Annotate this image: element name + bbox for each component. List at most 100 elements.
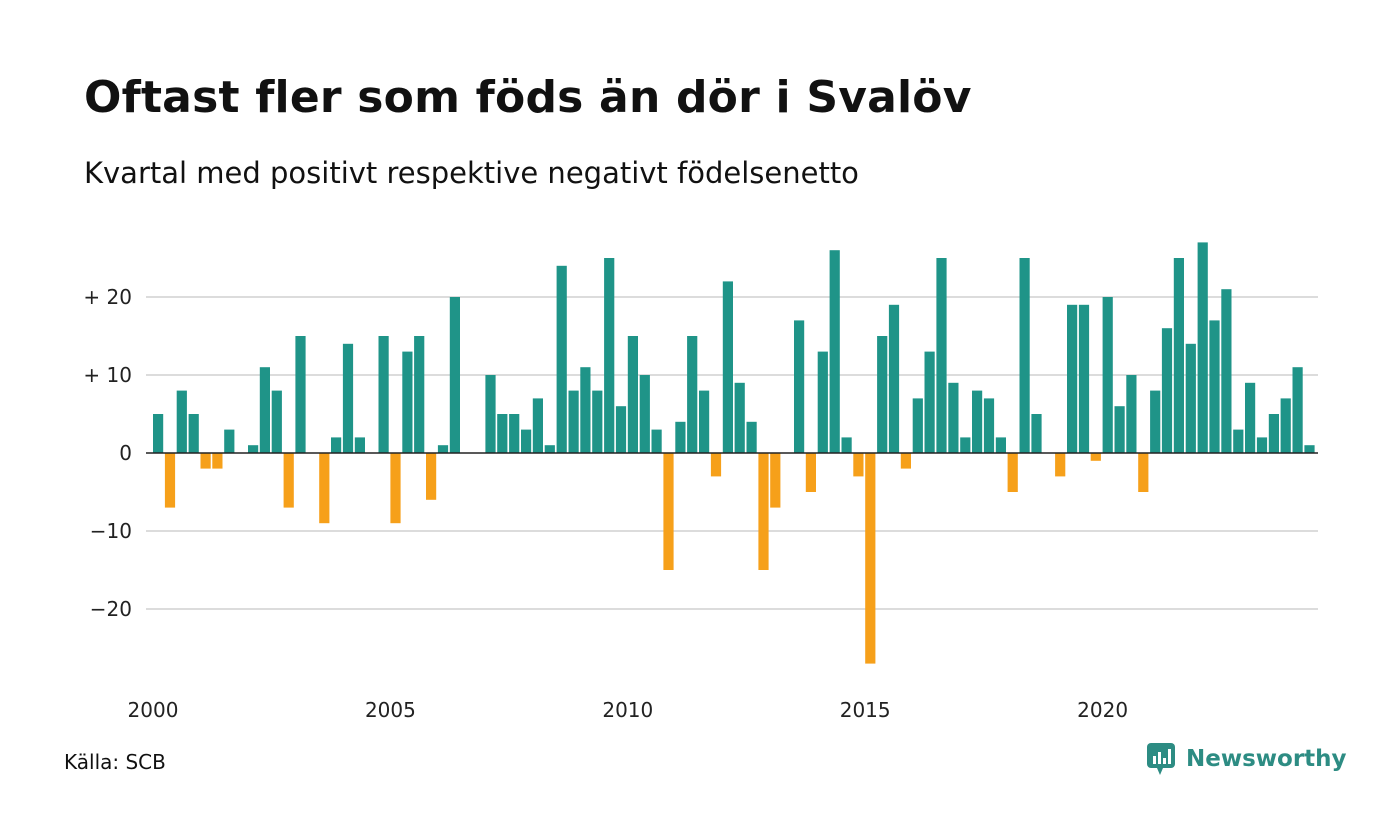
bar	[1268, 414, 1279, 453]
x-tick-label: 2000	[128, 698, 179, 722]
bar	[651, 429, 662, 453]
bar	[841, 437, 852, 453]
bar	[995, 437, 1006, 453]
y-tick-label: + 20	[83, 285, 132, 309]
bar	[805, 453, 816, 492]
bar	[675, 421, 686, 453]
bar	[354, 437, 365, 453]
bar	[627, 336, 638, 453]
bar	[829, 250, 840, 453]
bar	[1197, 242, 1208, 453]
bar	[1245, 382, 1256, 453]
bar	[556, 265, 567, 453]
bar	[1102, 297, 1113, 453]
brand-logo: Newsworthy	[1146, 742, 1347, 776]
bar	[1114, 406, 1125, 453]
bar	[1280, 398, 1291, 453]
bar	[1304, 445, 1315, 453]
bar	[758, 453, 769, 570]
bar	[699, 390, 710, 453]
bar	[912, 398, 923, 453]
bar	[390, 453, 401, 524]
bar	[224, 429, 235, 453]
bar	[200, 453, 211, 469]
bar	[1126, 375, 1137, 453]
bar	[604, 258, 615, 453]
bar	[1090, 453, 1101, 461]
bar	[153, 414, 164, 453]
bar	[319, 453, 330, 524]
bar	[1078, 304, 1090, 453]
bar	[877, 336, 888, 453]
bar	[283, 453, 294, 508]
bar	[865, 453, 876, 664]
bar	[853, 453, 864, 477]
bar	[900, 453, 911, 469]
axes: + 20 + 10 0 −10 −20 2000 2005 2010 2015 2020	[83, 285, 1318, 722]
newsworthy-logo-icon	[1147, 743, 1175, 775]
bar	[1221, 289, 1232, 453]
bar	[176, 390, 187, 453]
bar	[983, 398, 995, 453]
bar	[414, 336, 425, 453]
bar	[1185, 343, 1196, 453]
x-tick-label: 2020	[1077, 698, 1128, 722]
bar	[722, 281, 733, 453]
bar	[426, 453, 437, 500]
bar	[1292, 367, 1303, 453]
bar	[248, 445, 259, 453]
x-tick-label: 2010	[602, 698, 653, 722]
bar	[615, 406, 627, 453]
bar	[639, 375, 650, 453]
bar	[592, 390, 603, 453]
bar	[437, 445, 449, 453]
bar	[1055, 453, 1066, 477]
bar	[521, 429, 532, 453]
bar	[544, 445, 555, 453]
chart-subtitle: Kvartal med positivt respektive negativt…	[84, 156, 859, 190]
source-note: Källa: SCB	[64, 750, 166, 774]
bar	[342, 343, 354, 453]
bar	[532, 398, 543, 453]
bar	[817, 351, 828, 453]
bar	[449, 297, 460, 453]
chart-title: Oftast fler som föds än dör i Svalöv	[84, 72, 972, 123]
bar	[497, 414, 508, 453]
bar	[1256, 437, 1268, 453]
bar-chart: + 20 + 10 0 −10 −20 2000 2005 2010 2015 2020	[83, 242, 1318, 722]
bar	[1150, 390, 1161, 453]
bar	[888, 304, 900, 453]
bar	[1209, 320, 1220, 453]
bar	[770, 453, 781, 508]
bar	[663, 453, 674, 570]
y-tick-label: + 10	[83, 363, 132, 387]
bar	[331, 437, 342, 453]
bar	[1007, 453, 1018, 492]
bar	[1173, 258, 1184, 453]
bar	[568, 390, 579, 453]
bar	[164, 453, 176, 508]
bar	[580, 367, 591, 453]
bar	[271, 390, 282, 453]
bar	[924, 351, 935, 453]
bar	[259, 367, 270, 453]
bar	[188, 414, 199, 453]
y-tick-label: −10	[90, 519, 132, 543]
bar	[1031, 414, 1042, 453]
bar	[972, 390, 983, 453]
bar	[1138, 453, 1149, 492]
bar	[1233, 429, 1244, 453]
bar	[378, 336, 389, 453]
bar	[960, 437, 971, 453]
bar	[509, 414, 520, 453]
y-tick-label: 0	[119, 441, 132, 465]
bar	[734, 382, 745, 453]
bar	[295, 336, 306, 453]
bar	[1067, 304, 1078, 453]
bars	[153, 242, 1315, 664]
bar	[1161, 328, 1173, 453]
bar	[794, 320, 805, 453]
x-tick-label: 2005	[365, 698, 416, 722]
bar	[710, 453, 722, 477]
bar	[948, 382, 959, 453]
